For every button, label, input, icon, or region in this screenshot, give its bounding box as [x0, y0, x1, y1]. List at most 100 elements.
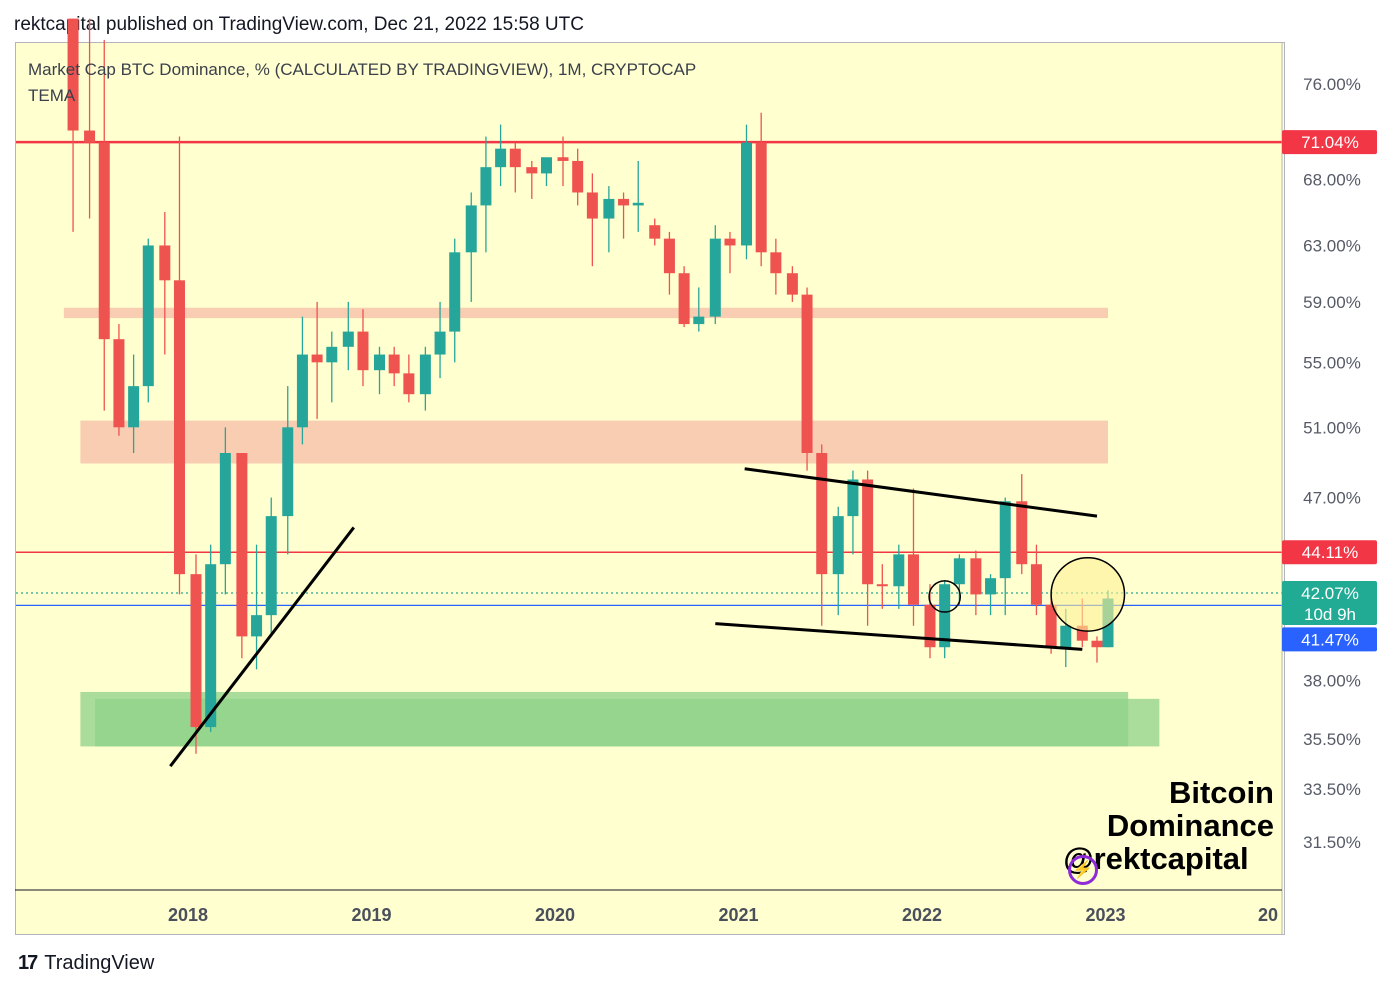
zone-rect-0 [63, 307, 1108, 319]
candle-body[interactable] [296, 354, 308, 428]
candle-body[interactable] [251, 615, 263, 637]
x-tick-label: 2023 [1085, 905, 1125, 925]
candle-body[interactable] [1091, 640, 1103, 648]
candle-body[interactable] [970, 558, 982, 595]
candle-body[interactable] [924, 604, 936, 648]
candle-body[interactable] [449, 252, 461, 332]
candle-body[interactable] [663, 238, 675, 274]
candle-body[interactable] [173, 280, 185, 575]
candle-body[interactable] [495, 148, 507, 168]
candle-body[interactable] [847, 479, 859, 517]
candle-body[interactable] [326, 346, 338, 363]
candle-body[interactable] [953, 558, 965, 585]
candle-body[interactable] [632, 202, 644, 206]
candle-body[interactable] [755, 142, 767, 253]
highlight-circle-1[interactable] [1050, 556, 1126, 632]
candle-body[interactable] [540, 157, 552, 174]
candle-body[interactable] [509, 148, 521, 168]
x-tick-label: 2018 [168, 905, 208, 925]
trendline-1[interactable] [744, 467, 1098, 518]
candle-body[interactable] [586, 192, 598, 219]
candle-body[interactable] [98, 142, 110, 340]
y-tick-label: 33.50% [1303, 780, 1361, 799]
price-badge-label: 44.11% [1302, 543, 1358, 562]
candle-body[interactable] [801, 294, 813, 454]
candle-body[interactable] [419, 354, 431, 395]
candle-body[interactable] [1076, 625, 1088, 641]
candle-body[interactable] [403, 373, 415, 395]
candle-body[interactable] [572, 160, 584, 193]
candle-body[interactable] [876, 584, 888, 587]
candle-body[interactable] [374, 354, 385, 371]
candle-body[interactable] [1060, 625, 1072, 648]
candle-body[interactable] [526, 167, 538, 174]
price-badge-1 [1282, 540, 1377, 565]
candle-body[interactable] [907, 554, 919, 605]
candle-body[interactable] [388, 354, 400, 374]
legend-title: Market Cap BTC Dominance, % (CALCULATED … [28, 60, 697, 79]
candle-body[interactable] [480, 167, 492, 206]
candle-body[interactable] [190, 574, 202, 728]
candle-body[interactable] [985, 578, 997, 595]
candle-body[interactable] [678, 273, 690, 325]
candle-body[interactable] [770, 252, 782, 274]
candle-body[interactable] [1045, 604, 1057, 648]
candle-body[interactable] [999, 501, 1011, 579]
y-tick-label: 51.00% [1303, 418, 1361, 437]
candle-body[interactable] [67, 18, 79, 131]
candle-body[interactable] [219, 453, 231, 565]
candle-body[interactable] [265, 516, 277, 616]
highlight-circle-0[interactable] [928, 580, 962, 613]
trendline-2[interactable] [715, 622, 1083, 651]
candle-body[interactable] [693, 316, 705, 325]
candle-body[interactable] [311, 354, 323, 363]
y-tick-label: 31.50% [1303, 833, 1361, 852]
tradingview-brand: TradingView [44, 952, 155, 974]
y-tick-label: 63.00% [1303, 236, 1361, 255]
candle-body[interactable] [434, 331, 446, 355]
candle-body[interactable] [649, 225, 661, 239]
x-tick-label: 2020 [535, 905, 575, 925]
candle-body[interactable] [357, 331, 369, 371]
candle-body[interactable] [113, 339, 125, 428]
y-tick-label: 38.00% [1303, 672, 1361, 691]
y-tick-label: 68.00% [1303, 171, 1361, 190]
tradingview-logo[interactable]: 17 TradingView [18, 952, 154, 975]
tradingview-mark-icon: 17 [18, 952, 38, 974]
candle-body[interactable] [128, 386, 140, 428]
candle-body[interactable] [142, 245, 154, 387]
zone-rect-3 [95, 698, 1160, 747]
candle-body[interactable] [84, 130, 96, 143]
candle-body[interactable] [603, 198, 615, 219]
candle-body[interactable] [159, 245, 171, 281]
candle-body[interactable] [709, 238, 721, 317]
y-tick-label: 47.00% [1303, 489, 1361, 508]
price-badge-2 [1282, 580, 1377, 625]
watermark-handle: @rektcapital [1063, 841, 1249, 876]
candle-body[interactable] [618, 198, 630, 206]
candle-body[interactable] [786, 273, 798, 295]
lightning-bolt-icon: ⚡ [1068, 855, 1098, 885]
candle-body[interactable] [939, 584, 951, 648]
candle-body[interactable] [832, 516, 844, 575]
candle-body[interactable] [816, 453, 828, 575]
candle-body[interactable] [465, 205, 477, 253]
candle-body[interactable] [862, 479, 874, 585]
candle-body[interactable] [1016, 501, 1028, 565]
candle-body[interactable] [741, 142, 752, 246]
candle-body[interactable] [236, 453, 248, 637]
watermark: Bitcoin Dominance @rektcapital [998, 776, 1274, 875]
candle-body[interactable] [342, 331, 354, 347]
y-tick-label: 55.00% [1303, 353, 1361, 372]
trendline-0[interactable] [169, 526, 355, 768]
candle-body[interactable] [1030, 564, 1042, 605]
published-line: rektcapital published on TradingView.com… [14, 14, 584, 35]
candle-body[interactable] [893, 554, 905, 587]
candle-countdown-label: 10d 9h [1304, 605, 1356, 624]
candle-body[interactable] [557, 157, 569, 161]
candle-body[interactable] [205, 564, 217, 728]
price-badge-label: 41.47% [1301, 630, 1359, 649]
candle-body[interactable] [282, 427, 294, 517]
candle-body[interactable] [724, 238, 736, 246]
